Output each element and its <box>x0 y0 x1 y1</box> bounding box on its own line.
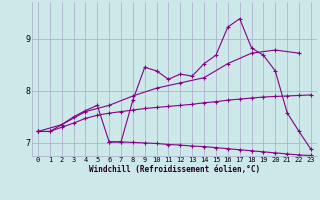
X-axis label: Windchill (Refroidissement éolien,°C): Windchill (Refroidissement éolien,°C) <box>89 165 260 174</box>
